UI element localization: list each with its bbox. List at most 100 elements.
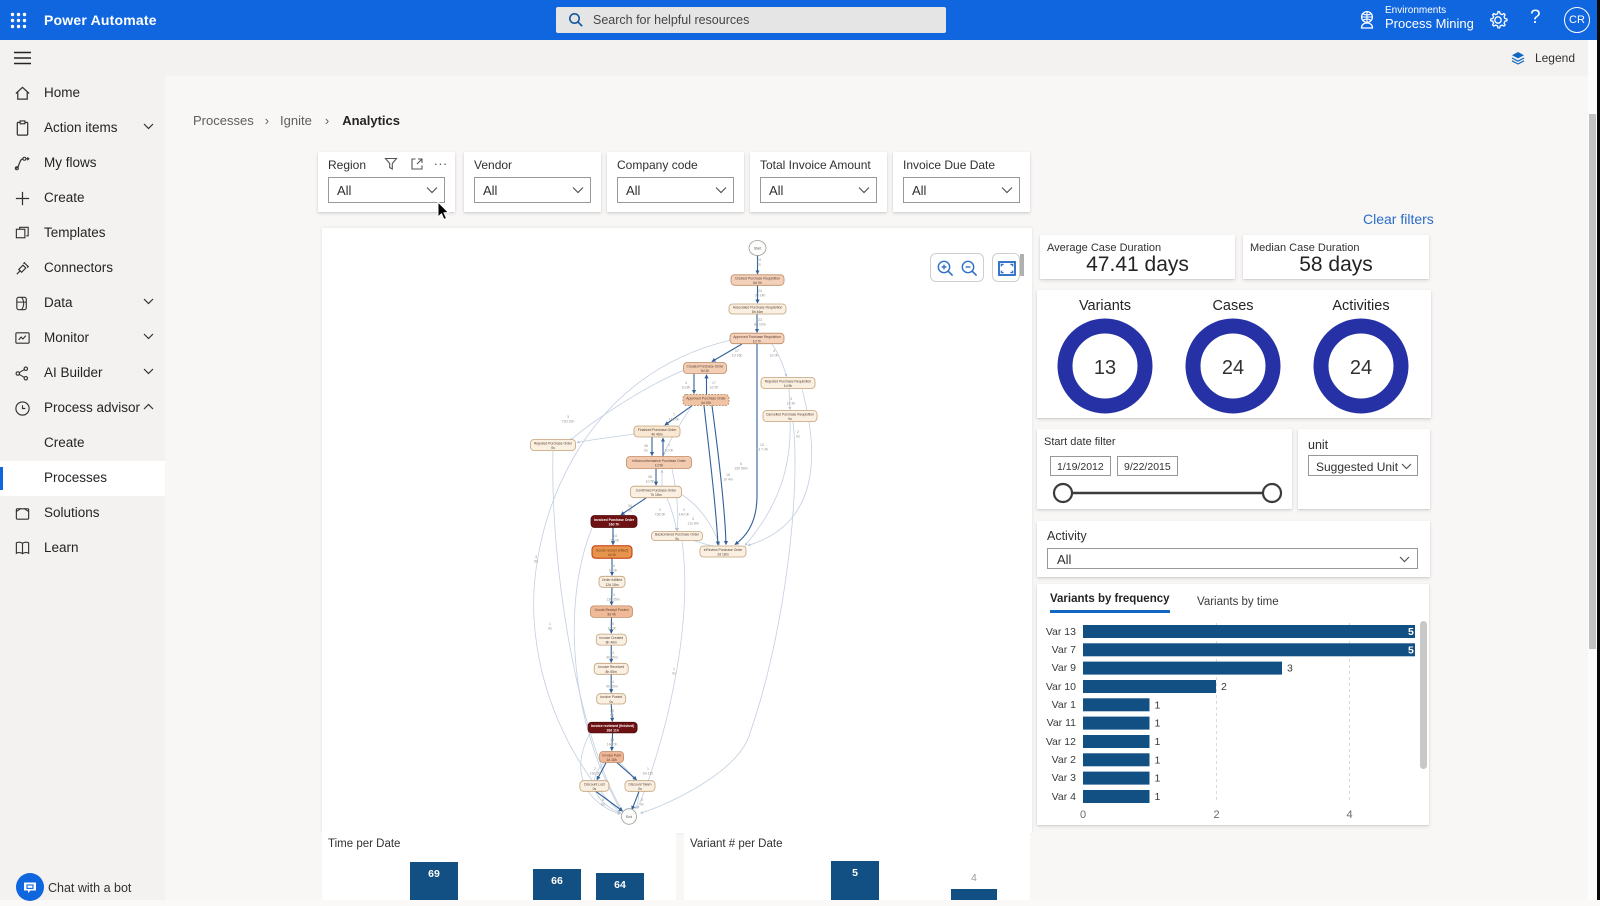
svg-text:End: End: [626, 815, 632, 819]
svg-text:16: 16: [610, 622, 614, 626]
svg-text:5d 2h: 5d 2h: [701, 369, 710, 373]
svg-text:13: 13: [760, 443, 764, 447]
svg-text:Rejected Purchase Order: Rejected Purchase Order: [534, 441, 573, 445]
svg-text:2d 18m: 2d 18m: [717, 553, 728, 557]
svg-text:Invoice Posted: Invoice Posted: [600, 695, 622, 699]
svg-text:2: 2: [797, 430, 799, 434]
svg-text:24: 24: [758, 289, 762, 293]
svg-text:1d 7h: 1d 7h: [753, 340, 762, 344]
svg-text:1d 5h: 1d 5h: [655, 464, 664, 468]
svg-text:0: 0: [1080, 809, 1086, 820]
svg-text:1: 1: [673, 667, 675, 671]
svg-text:InNonconformance Purchase Orde: InNonconformance Purchase Order: [632, 459, 686, 463]
svg-text:13h 35m: 13h 35m: [606, 598, 620, 602]
svg-text:34: 34: [628, 504, 632, 508]
svg-text:14d 0h: 14d 0h: [669, 418, 680, 422]
svg-text:16: 16: [611, 564, 615, 568]
svg-text:24: 24: [757, 258, 761, 262]
svg-text:1d 0h: 1d 0h: [609, 569, 618, 573]
svg-text:0s: 0s: [548, 627, 552, 631]
svg-text:5d: 5d: [534, 560, 538, 564]
svg-text:Order fulfilled: Order fulfilled: [602, 578, 622, 582]
svg-text:0s: 0s: [610, 714, 614, 718]
svg-text:3: 3: [692, 517, 694, 521]
svg-text:73d 19h: 73d 19h: [562, 420, 575, 424]
svg-text:13: 13: [610, 709, 614, 713]
svg-text:7d 0h: 7d 0h: [611, 539, 620, 543]
svg-text:16d 2h: 16d 2h: [590, 772, 601, 776]
svg-text:1: 1: [1155, 736, 1161, 748]
svg-text:6d 11h: 6d 11h: [643, 772, 653, 776]
svg-text:Invoiced Purchase Order: Invoiced Purchase Order: [594, 518, 635, 522]
svg-text:Var 12: Var 12: [1046, 736, 1076, 748]
svg-text:0s: 0s: [672, 672, 676, 676]
svg-text:18: 18: [610, 738, 614, 742]
svg-text:0s: 0s: [593, 787, 597, 791]
svg-text:1: 1: [1155, 699, 1161, 711]
svg-text:3: 3: [535, 555, 537, 559]
svg-text:1d 7.4h: 1d 7.4h: [756, 448, 768, 452]
svg-text:73d 0h: 73d 0h: [655, 513, 666, 517]
svg-text:Created Purchase Order: Created Purchase Order: [687, 364, 725, 368]
svg-text:1d 5h: 1d 5h: [784, 384, 793, 388]
svg-text:2: 2: [1221, 681, 1227, 693]
svg-text:7h 18m: 7h 18m: [650, 493, 661, 497]
svg-text:13: 13: [611, 593, 615, 597]
svg-text:11s 8m: 11s 8m: [687, 522, 698, 526]
svg-text:6: 6: [740, 462, 742, 466]
svg-text:5: 5: [1408, 626, 1414, 638]
svg-text:14: 14: [613, 534, 617, 538]
svg-text:7: 7: [668, 444, 670, 448]
svg-text:1d 0h: 1d 0h: [665, 449, 674, 453]
svg-text:Var 7: Var 7: [1052, 644, 1076, 656]
svg-text:13h 56m: 13h 56m: [734, 467, 748, 471]
svg-text:1: 1: [1155, 791, 1161, 803]
svg-text:0s: 0s: [609, 700, 613, 704]
svg-text:12d 18m: 12d 18m: [605, 583, 618, 587]
svg-text:1d 0h: 1d 0h: [770, 354, 779, 358]
svg-text:1: 1: [549, 622, 551, 626]
svg-text:4h 55m: 4h 55m: [606, 656, 618, 660]
svg-text:Rejected Purchase Requisition: Rejected Purchase Requisition: [765, 379, 811, 383]
svg-text:3d 14h: 3d 14h: [755, 294, 766, 298]
svg-text:2: 2: [1213, 809, 1219, 820]
svg-text:13: 13: [1094, 357, 1116, 379]
svg-text:0s: 0s: [644, 449, 648, 453]
svg-text:24: 24: [1222, 357, 1244, 379]
svg-text:2: 2: [683, 508, 685, 512]
svg-text:Backordered Purchase Order: Backordered Purchase Order: [655, 532, 700, 536]
svg-text:8h 55m: 8h 55m: [606, 670, 617, 674]
svg-text:Var 3: Var 3: [1052, 772, 1076, 784]
svg-text:4: 4: [1346, 809, 1352, 820]
svg-text:1d 3h: 1d 3h: [787, 402, 796, 406]
svg-text:Discount Lost: Discount Lost: [584, 782, 605, 786]
svg-text:Var 10: Var 10: [1046, 681, 1076, 693]
svg-text:14: 14: [610, 680, 614, 684]
svg-text:14d 0h: 14d 0h: [679, 513, 690, 517]
svg-text:4: 4: [773, 349, 775, 353]
svg-text:0s: 0s: [675, 537, 679, 541]
svg-text:6: 6: [641, 798, 643, 802]
svg-text:Confirmed Purchase Order: Confirmed Purchase Order: [636, 488, 677, 492]
svg-text:1d 8h: 1d 8h: [682, 386, 691, 390]
svg-text:Approved Purchase Order: Approved Purchase Order: [686, 396, 726, 400]
svg-text:14: 14: [610, 651, 614, 655]
svg-text:17: 17: [735, 349, 739, 353]
svg-text:4d 2h: 4d 2h: [608, 553, 617, 557]
svg-text:Var 2: Var 2: [1052, 754, 1076, 766]
svg-text:3d 4h: 3d 4h: [607, 613, 616, 617]
svg-text:17: 17: [712, 381, 716, 385]
svg-text:2: 2: [659, 508, 661, 512]
svg-text:0s: 0s: [638, 787, 642, 791]
svg-text:Discount Taken: Discount Taken: [628, 782, 651, 786]
svg-text:Invoice Paid: Invoice Paid: [602, 753, 621, 757]
svg-text:36: 36: [644, 444, 648, 448]
svg-text:Goods Receipt Posted: Goods Receipt Posted: [595, 608, 629, 612]
svg-text:24: 24: [1350, 357, 1372, 379]
svg-text:8h 46m: 8h 46m: [752, 310, 763, 314]
svg-text:2: 2: [594, 767, 596, 771]
svg-text:3: 3: [790, 397, 792, 401]
svg-text:1: 1: [1155, 718, 1161, 730]
svg-text:Goods receipt (effect): Goods receipt (effect): [596, 548, 629, 552]
svg-text:0s: 0s: [788, 417, 792, 421]
